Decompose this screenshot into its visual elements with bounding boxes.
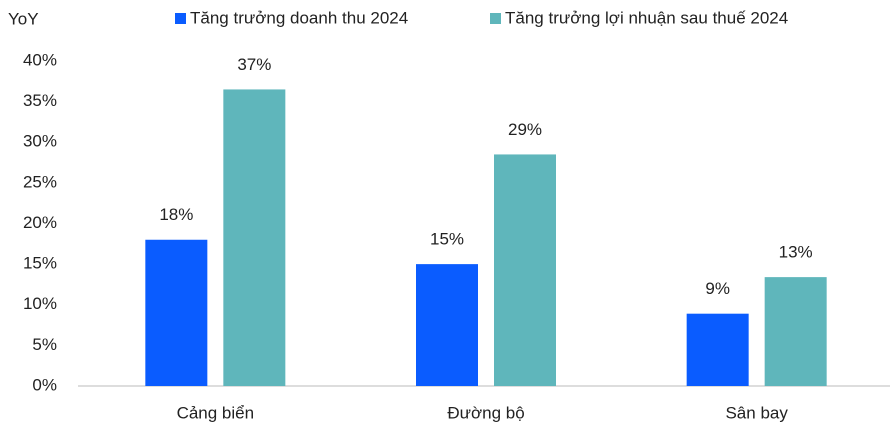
x-tick-label: Sân bay — [725, 403, 788, 422]
y-tick-label: 0% — [32, 375, 57, 394]
value-label: 18% — [159, 205, 193, 224]
value-label: 13% — [779, 243, 813, 262]
value-label: 9% — [705, 279, 730, 298]
y-tick-label: 20% — [23, 213, 57, 232]
bar — [764, 277, 827, 386]
bar — [686, 313, 749, 386]
legend-swatch — [175, 13, 186, 24]
value-label: 29% — [508, 120, 542, 139]
legend-label: Tăng trưởng doanh thu 2024 — [190, 8, 408, 27]
y-tick-label: 25% — [23, 172, 57, 191]
value-label: 15% — [430, 230, 464, 249]
value-label: 37% — [237, 55, 271, 74]
x-tick-label: Cảng biển — [177, 403, 255, 422]
bar — [145, 239, 208, 386]
legend-swatch — [490, 13, 501, 24]
bar — [416, 264, 478, 386]
y-axis-label: YoY — [8, 9, 39, 28]
legend-label: Tăng trưởng lợi nhuận sau thuế 2024 — [505, 8, 788, 27]
y-tick-label: 30% — [23, 132, 57, 151]
bar — [223, 89, 286, 386]
y-tick-label: 40% — [23, 50, 57, 69]
bar — [494, 154, 556, 386]
y-tick-label: 5% — [32, 335, 57, 354]
x-tick-label: Đường bộ — [447, 403, 524, 422]
y-tick-label: 15% — [23, 254, 57, 273]
y-tick-label: 10% — [23, 294, 57, 313]
y-tick-label: 35% — [23, 91, 57, 110]
